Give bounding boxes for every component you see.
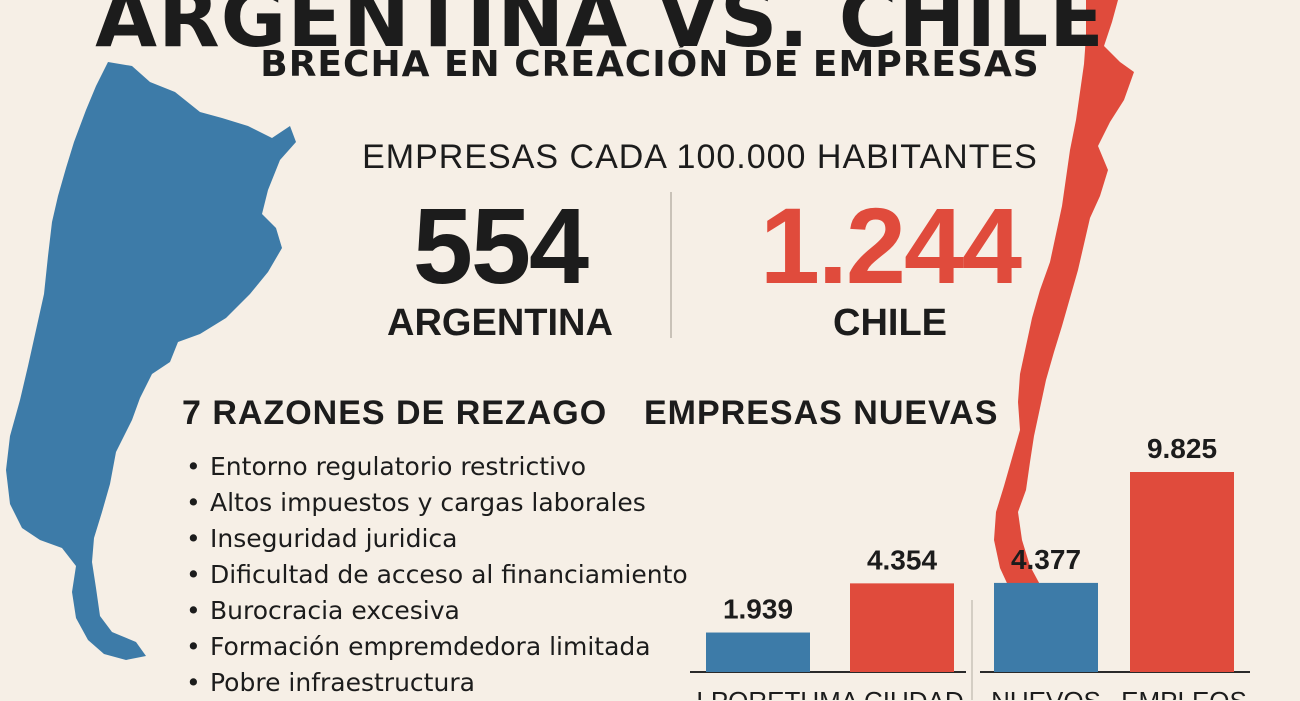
reason-item: • Dificultad de acceso al financiamiento	[186, 557, 688, 593]
reason-text: Formación empremdedora limitada	[210, 632, 651, 661]
bullet-icon: •	[186, 488, 201, 517]
reason-item: • Pobre infraestructura	[186, 665, 688, 701]
reason-item: • Burocracia excesiva	[186, 593, 688, 629]
page-subtitle: BRECHA EN CREACIÓN DE EMPRESAS	[260, 44, 1040, 85]
chart-data-label: 4.377	[1011, 544, 1081, 575]
reason-item: • Formación empremdedora limitada	[186, 629, 688, 665]
metric-divider	[670, 192, 672, 338]
chart-category-label: NUEVOS	[991, 686, 1101, 700]
chart-bar	[1130, 472, 1234, 672]
bullet-icon: •	[186, 632, 201, 661]
reason-text: Dificultad de acceso al financiamiento	[210, 560, 688, 589]
reason-text: Burocracia excesiva	[210, 596, 460, 625]
chart-data-label: 4.354	[867, 544, 937, 575]
bullet-icon: •	[186, 668, 201, 697]
chart-data-label: 9.825	[1147, 433, 1217, 464]
bullet-icon: •	[186, 452, 201, 481]
metric-heading: EMPRESAS CADA 100.000 HABITANTES	[362, 138, 1038, 176]
reason-item: • Altos impuestos y cargas laborales	[186, 485, 688, 521]
chart-category-label: EMPLEOS	[1121, 686, 1247, 700]
chart-bar	[850, 583, 954, 672]
reason-text: Altos impuestos y cargas laborales	[210, 488, 646, 517]
reasons-list: • Entorno regulatorio restrictivo • Altos …	[186, 449, 688, 701]
chart-bar	[994, 582, 1098, 672]
bullet-icon: •	[186, 524, 201, 553]
argentina-label: ARGENTINA	[387, 302, 613, 344]
chile-label: CHILE	[833, 302, 947, 344]
page-title: ARGENTINA VS. CHILE	[95, 0, 1105, 65]
chart-data-label: 1.939	[723, 594, 793, 625]
chart-bar	[706, 632, 810, 672]
bullet-icon: •	[186, 596, 201, 625]
reason-text: Entorno regulatorio restrictivo	[210, 452, 587, 481]
chile-value: 1.244	[759, 185, 1022, 306]
reason-item: • Entorno regulatorio restrictivo	[186, 449, 688, 485]
reason-text: Inseguridad juridica	[210, 524, 458, 553]
reasons-heading: 7 RAZONES DE REZAGO	[182, 394, 608, 432]
chart-category-label: LPORETUMA CIUDAD	[696, 686, 963, 700]
bullet-icon: •	[186, 560, 201, 589]
reason-text: Pobre infraestructura	[210, 668, 475, 697]
argentina-value: 554	[412, 185, 589, 306]
chart-title: EMPRESAS NUEVAS	[644, 394, 999, 432]
reason-item: • Inseguridad juridica	[186, 521, 688, 557]
